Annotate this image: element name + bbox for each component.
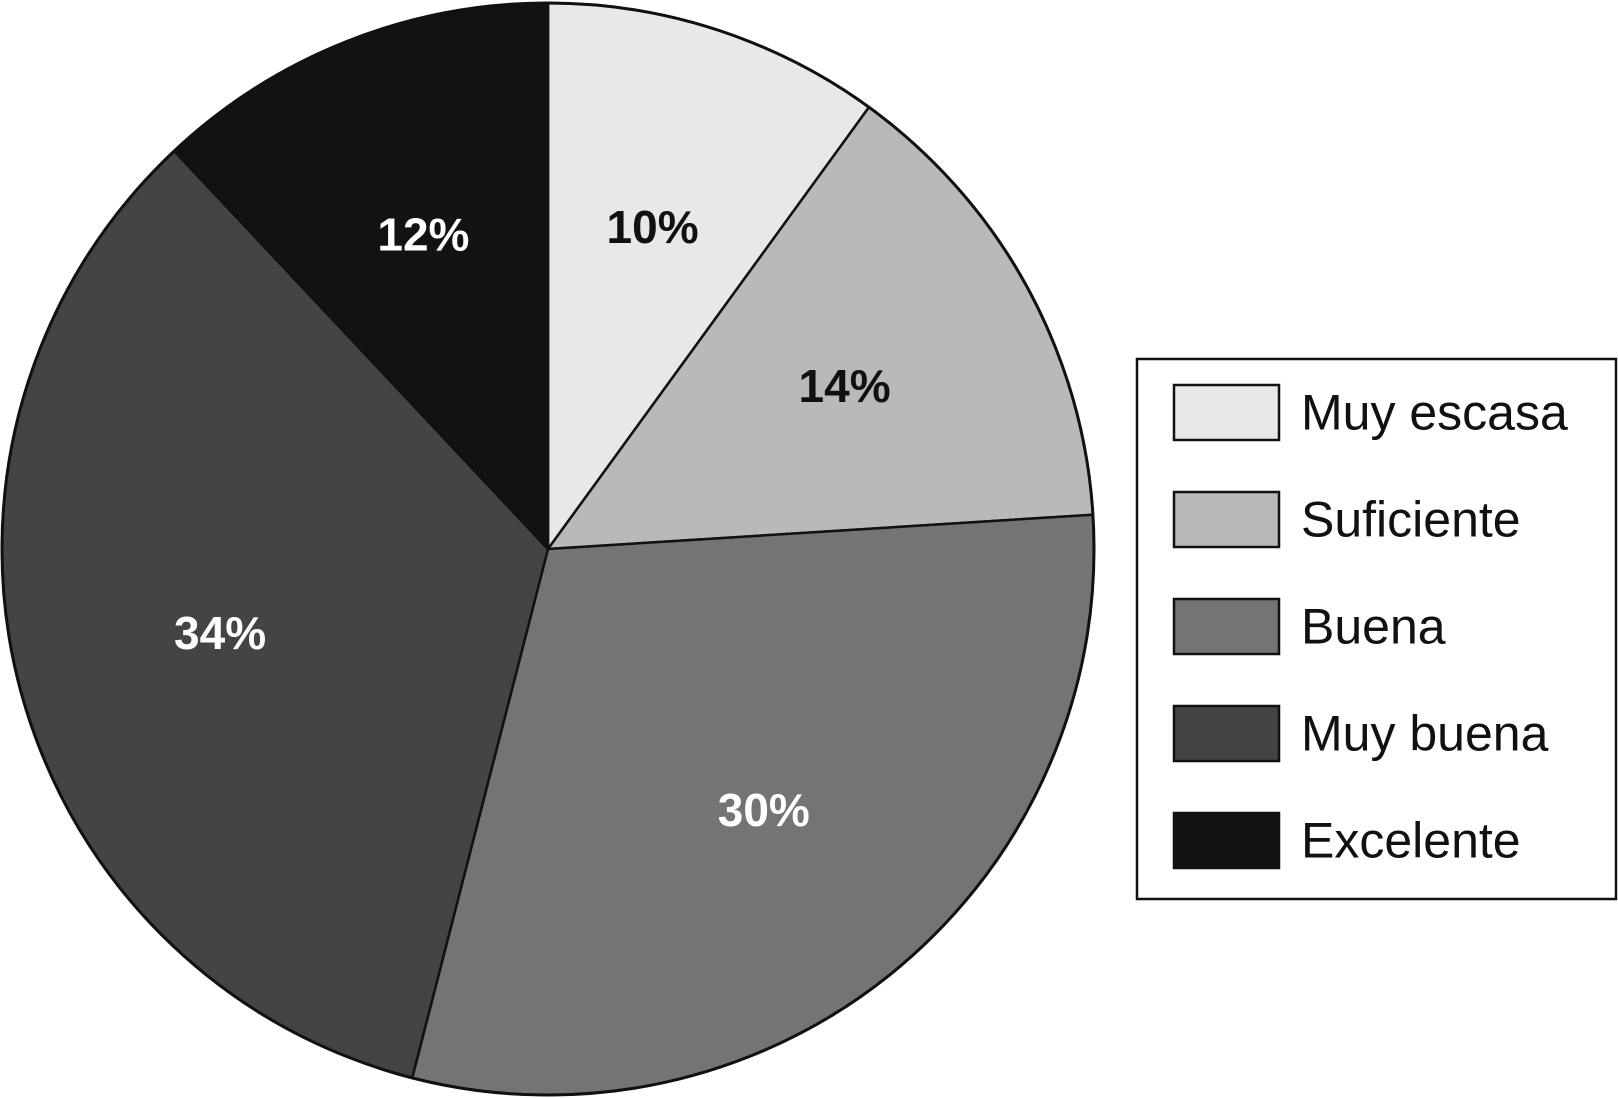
- legend-item: Excelente: [1172, 811, 1521, 870]
- legend-item: Muy buena: [1172, 704, 1549, 763]
- legend-label: Suficiente: [1301, 492, 1521, 548]
- legend-item: Muy escasa: [1172, 383, 1568, 442]
- slice-label: 30%: [718, 784, 810, 836]
- slice-label: 12%: [377, 208, 469, 260]
- pie-slice-labels: 10% 14% 30% 34% 12%: [174, 201, 891, 836]
- legend-item: Buena: [1172, 597, 1446, 656]
- pie-slices: [0, 1, 1096, 1097]
- legend-swatch: [1172, 704, 1281, 763]
- legend-item: Suficiente: [1172, 490, 1521, 549]
- slice-label: 14%: [799, 360, 891, 412]
- pie-outline: [0, 1, 1096, 1097]
- legend-swatch: [1172, 597, 1281, 656]
- slice-label: 34%: [174, 607, 266, 659]
- slice-label: 10%: [607, 201, 699, 253]
- legend-label: Muy escasa: [1301, 385, 1568, 441]
- legend-label: Muy buena: [1301, 706, 1549, 762]
- legend-items: Muy escasa Suficiente Buena Muy buena Excele…: [1172, 383, 1568, 870]
- legend-swatch: [1172, 811, 1281, 870]
- legend-swatch: [1172, 383, 1281, 442]
- legend-label: Excelente: [1301, 813, 1521, 869]
- legend-label: Buena: [1301, 599, 1446, 655]
- legend-swatch: [1172, 490, 1281, 549]
- legend: Muy escasa Suficiente Buena Muy buena Excele…: [1135, 357, 1618, 901]
